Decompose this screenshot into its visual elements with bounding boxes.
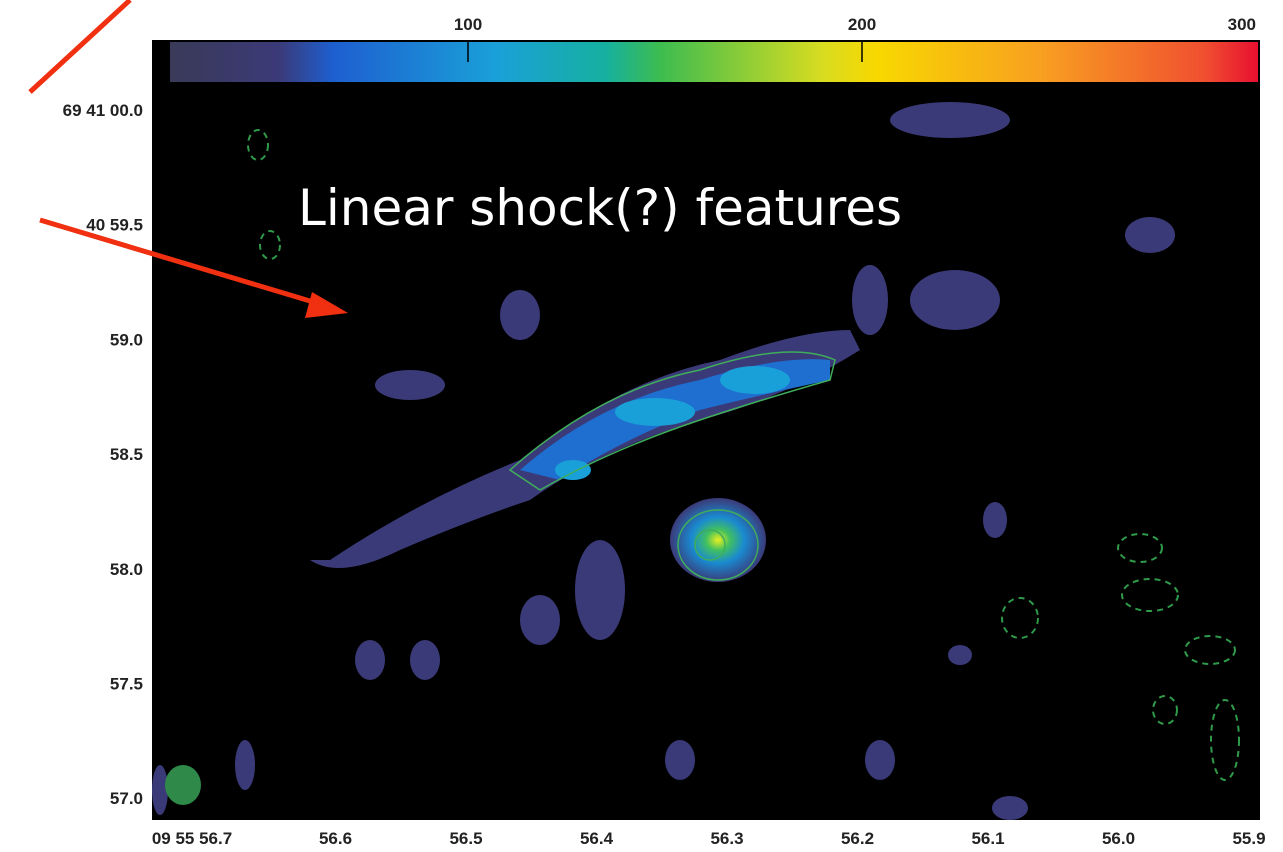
dec-tick-label: 58.0 [110, 560, 143, 579]
ra-tick-label: 56.4 [580, 829, 614, 848]
dec-tick-label: 40 59.5 [86, 216, 143, 235]
colorbar-tick-label: 300 [1228, 15, 1256, 34]
dec-tick-label: 69 41 00.0 [63, 101, 143, 120]
ra-tick-label: 09 55 56.7 [152, 829, 232, 848]
ra-tick-label: 56.5 [449, 829, 482, 848]
arrow-line [30, 0, 130, 92]
ra-tick-label: 55.9 [1232, 829, 1265, 848]
ra-tick-label: 56.6 [319, 829, 352, 848]
ra-tick-label: 56.1 [971, 829, 1004, 848]
figure: 100 200 300 Linear shock(?) features 69 41… [0, 0, 1283, 852]
ra-tick-label: 56.2 [841, 829, 874, 848]
image-panel [152, 40, 1260, 820]
dec-tick-label: 57.0 [110, 789, 143, 808]
dec-tick-label: 58.5 [110, 445, 143, 464]
colorbar-tick-label: 200 [848, 15, 876, 34]
colorbar-tick-label: 100 [454, 15, 482, 34]
annotation: Linear shock(?) features [298, 179, 902, 237]
ra-axis: 09 55 56.7 56.6 56.5 56.4 56.3 56.2 56.1 56.0 55… [152, 829, 1266, 848]
ra-tick-label: 56.3 [710, 829, 743, 848]
ra-tick-label: 56.0 [1102, 829, 1135, 848]
dec-tick-label: 59.0 [110, 330, 143, 349]
dec-axis: 69 41 00.0 40 59.5 59.0 58.5 58.0 57.5 57.0 [63, 101, 143, 808]
dec-tick-label: 57.5 [110, 675, 143, 694]
colorbar [170, 42, 1258, 82]
